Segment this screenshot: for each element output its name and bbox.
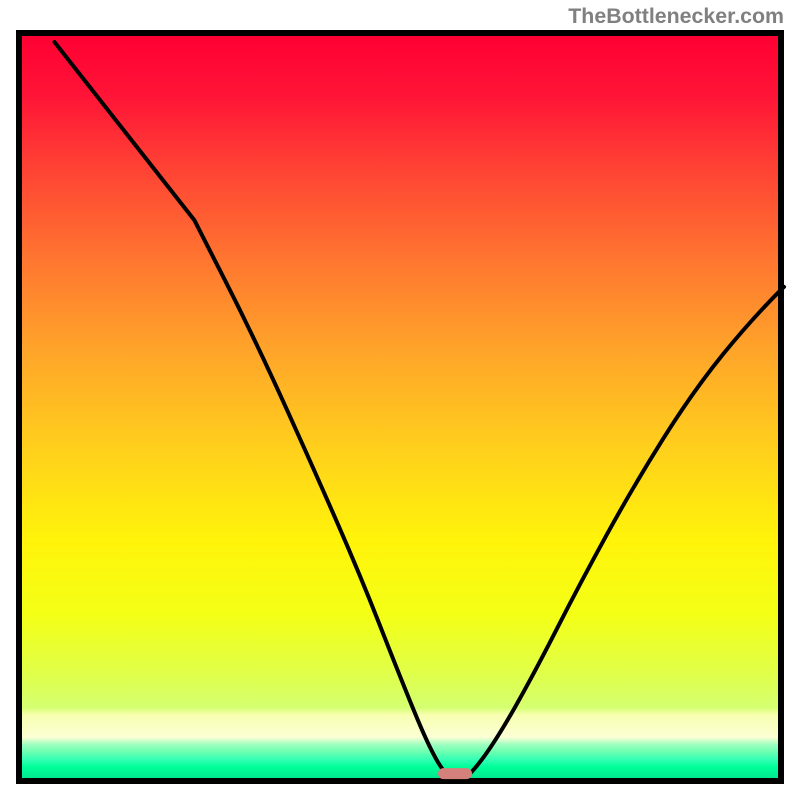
minimum-marker xyxy=(438,768,472,780)
curve-layer xyxy=(28,42,784,784)
attribution-text: TheBottlenecker.com xyxy=(568,4,784,29)
bottleneck-curve xyxy=(54,42,784,780)
plot-frame xyxy=(16,30,784,784)
chart-stage: TheBottlenecker.com xyxy=(0,0,800,800)
